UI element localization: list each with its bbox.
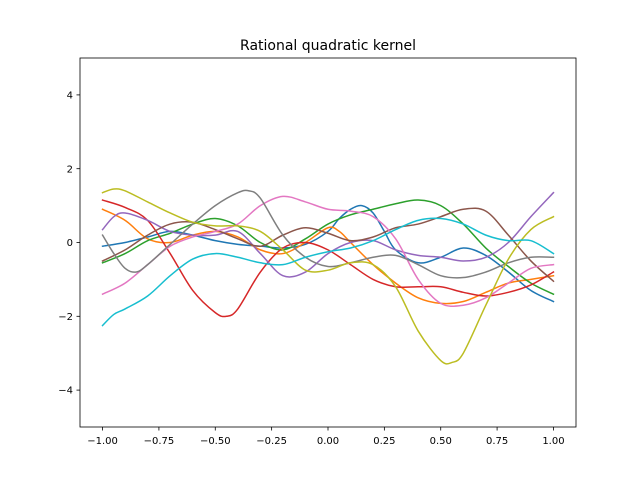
x-tick-label: 1.00 (542, 436, 564, 447)
y-tick-label: 0 (67, 238, 73, 249)
series-line-7 (101, 195, 555, 308)
x-tick-label: 0.25 (373, 436, 395, 447)
series-line-6 (101, 207, 555, 283)
chart-title: Rational quadratic kernel (240, 38, 416, 54)
series-lines (101, 188, 555, 365)
x-tick-label: −0.25 (256, 436, 287, 447)
x-tick-label: 0.00 (317, 436, 339, 447)
y-tick-label: −2 (58, 312, 73, 323)
x-tick-label: −0.75 (144, 436, 175, 447)
x-tick-label: 0.50 (430, 436, 452, 447)
series-line-2 (101, 208, 555, 305)
x-tick-label: 0.75 (486, 436, 508, 447)
y-tick-label: 4 (67, 91, 73, 102)
x-tick-label: −1.00 (87, 436, 118, 447)
series-line-10 (101, 217, 555, 327)
plot-area (101, 188, 555, 365)
x-tick-label: −0.50 (200, 436, 231, 447)
series-line-3 (101, 199, 555, 296)
series-line-4 (101, 199, 555, 318)
axes: −1.00 −0.75 −0.50 −0.25 0.00 0.25 0.50 0.75 1.00… (58, 57, 577, 447)
y-tick-label: −4 (58, 386, 73, 397)
series-line-8 (101, 189, 555, 279)
y-tick-label: 2 (67, 164, 73, 175)
series-line-9 (101, 188, 555, 365)
